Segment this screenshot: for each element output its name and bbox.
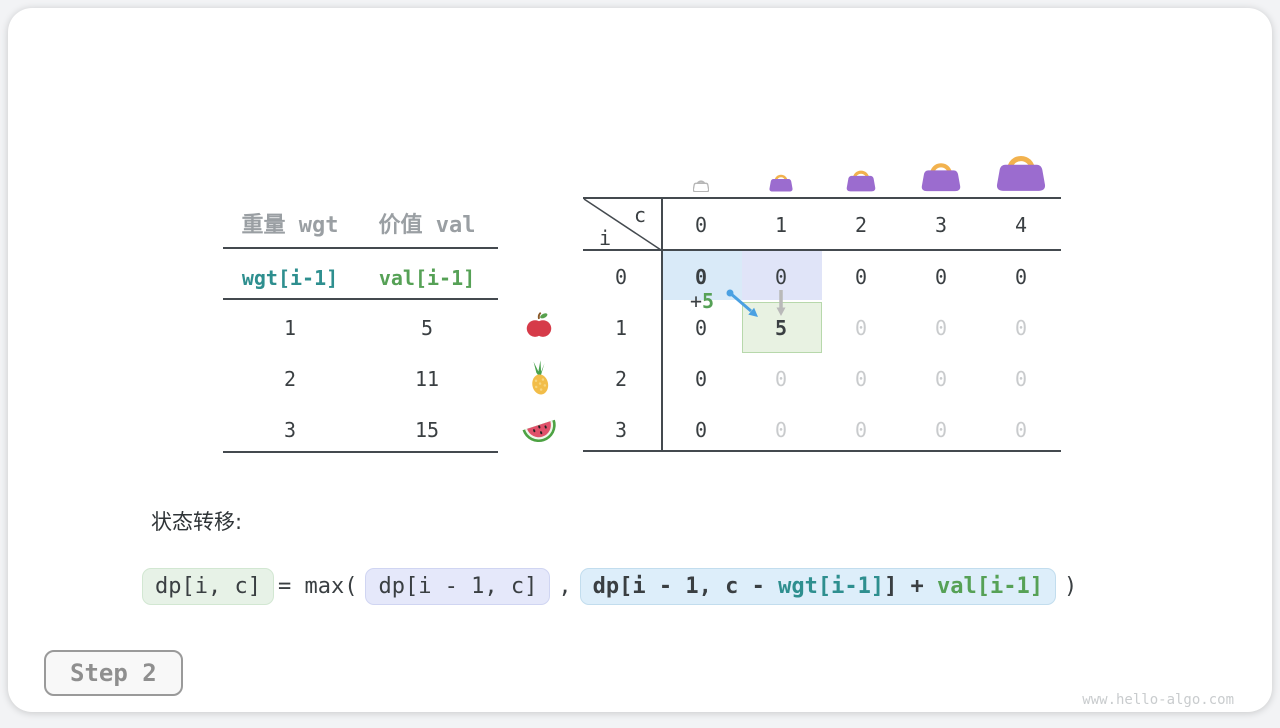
apple-icon xyxy=(526,311,552,337)
formula-eq-max: = max( xyxy=(277,574,358,599)
dp-cell-0-1: 0 xyxy=(774,265,788,289)
plus-five-annotation: +5 xyxy=(690,289,714,313)
dp-cell-3-4: 0 xyxy=(1014,418,1028,442)
col-header: 1 xyxy=(774,213,788,237)
weight-value: 2 xyxy=(283,367,297,391)
arrows-overlay xyxy=(583,198,786,317)
col-header: 4 xyxy=(1014,213,1028,237)
col-header: 2 xyxy=(854,213,868,237)
weight-value: 1 xyxy=(283,316,297,340)
row-header: 3 xyxy=(614,418,628,442)
corner-col-var: c xyxy=(634,203,647,227)
canvas-card: 重量 wgt 价值 val wgt[i-1] val[i-1] 1 5 2 11… xyxy=(8,8,1272,712)
formula-arg2-val: val[i-1] xyxy=(937,574,1044,599)
bag-icon-2 xyxy=(846,170,876,192)
formula-arg2-wgt: wgt[i-1] xyxy=(778,574,885,599)
weight-value: 3 xyxy=(283,418,297,442)
dp-cell-1-2: 0 xyxy=(854,316,868,340)
state-transfer-formula: dp[i, c] = max( dp[i - 1, c] , dp[i - 1,… xyxy=(142,568,1081,605)
step-button[interactable]: Step 2 xyxy=(44,650,183,696)
dp-cell-2-3: 0 xyxy=(934,367,948,391)
dp-cell-2-4: 0 xyxy=(1014,367,1028,391)
pineapple-icon xyxy=(530,360,549,395)
dp-cell-3-1: 0 xyxy=(774,418,788,442)
formula-arg2-mid: ] + xyxy=(884,574,938,599)
dp-cell-0-2: 0 xyxy=(854,265,868,289)
grid-line-top xyxy=(583,197,1061,199)
grid-line-vertical xyxy=(661,197,663,452)
weights-col-header: 重量 wgt xyxy=(241,213,339,238)
state-transfer-title: 状态转移: xyxy=(151,510,243,534)
formula-arg2-box: dp[i - 1, c - wgt[i-1]] + val[i-1] xyxy=(579,568,1057,605)
dp-cell-2-1: 0 xyxy=(774,367,788,391)
val-var-label: val[i-1] xyxy=(378,266,476,290)
grid-line-bottom xyxy=(583,450,1061,452)
watermelon-icon xyxy=(522,419,556,442)
dp-cell-0-3: 0 xyxy=(934,265,948,289)
dp-cell-1-4: 0 xyxy=(1014,316,1028,340)
bag-icon-3 xyxy=(921,163,961,192)
formula-arg2-pre: dp[i - 1, c - xyxy=(592,574,779,599)
wgt-var-label: wgt[i-1] xyxy=(241,266,339,290)
formula-close-paren: ) xyxy=(1064,574,1078,599)
plus-value: 5 xyxy=(702,289,715,313)
dp-cell-2-0: 0 xyxy=(694,367,708,391)
weights-table-line-top xyxy=(223,247,498,249)
item-value: 15 xyxy=(414,418,440,442)
plus-sign: + xyxy=(690,289,703,313)
dp-cell-0-4: 0 xyxy=(1014,265,1028,289)
dp-cell-0-0: 0 xyxy=(694,265,708,289)
dp-cell-2-2: 0 xyxy=(854,367,868,391)
dp-cell-1-1: 5 xyxy=(774,316,788,340)
grid-line-header xyxy=(583,249,1061,251)
bag-icon-1 xyxy=(769,174,793,192)
weights-table-line-bottom xyxy=(223,451,498,453)
dp-cell-3-2: 0 xyxy=(854,418,868,442)
formula-lhs-box: dp[i, c] xyxy=(142,568,274,605)
dp-cell-3-3: 0 xyxy=(934,418,948,442)
watermark: www.hello-algo.com xyxy=(1082,692,1234,708)
item-value: 5 xyxy=(420,316,434,340)
row-header: 2 xyxy=(614,367,628,391)
row-header: 1 xyxy=(614,316,628,340)
dp-cell-1-0: 0 xyxy=(694,316,708,340)
bag-outline-icon xyxy=(693,180,709,192)
dp-cell-3-0: 0 xyxy=(694,418,708,442)
formula-arg1-box: dp[i - 1, c] xyxy=(365,568,551,605)
corner-row-var: i xyxy=(599,226,612,250)
item-value: 11 xyxy=(414,367,440,391)
col-header: 3 xyxy=(934,213,948,237)
dp-cell-1-3: 0 xyxy=(934,316,948,340)
formula-comma: , xyxy=(558,574,572,599)
row-header: 0 xyxy=(614,265,628,289)
col-header: 0 xyxy=(694,213,708,237)
header-diagonal-line xyxy=(583,198,662,251)
bag-icon-4 xyxy=(996,155,1046,191)
weights-table-line-mid xyxy=(223,298,498,300)
values-col-header: 价值 val xyxy=(378,213,476,238)
